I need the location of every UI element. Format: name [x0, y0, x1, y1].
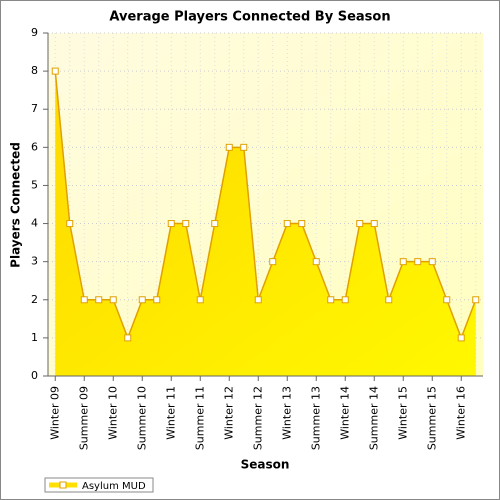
x-tick-label: Winter 12: [222, 386, 235, 440]
x-tick-label: Summer 14: [367, 386, 380, 450]
marker: [211, 220, 219, 228]
y-tick-label: 0: [31, 369, 38, 382]
y-tick-label: 5: [31, 178, 38, 191]
x-tick-label: Summer 10: [135, 386, 148, 450]
marker: [196, 296, 204, 304]
marker: [80, 296, 88, 304]
x-tick-label: Summer 12: [251, 386, 264, 450]
marker: [95, 296, 103, 304]
x-tick-label: Winter 13: [280, 386, 293, 440]
area-fill: [55, 71, 476, 376]
y-axis-title: Players Connected: [9, 142, 23, 268]
y-tick-label: 7: [31, 102, 38, 115]
marker: [225, 143, 233, 151]
x-tick-label: Summer 09: [77, 386, 90, 450]
y-tick-label: 1: [31, 331, 38, 344]
chart-title: Average Players Connected By Season: [109, 10, 390, 25]
y-tick-label: 4: [31, 217, 38, 230]
marker: [138, 296, 146, 304]
y-tick-label: 6: [31, 140, 38, 153]
legend-label: Asylum MUD: [82, 481, 146, 492]
x-tick-label: Winter 16: [454, 386, 467, 440]
marker: [254, 296, 262, 304]
x-tick-label: Winter 11: [164, 386, 177, 440]
marker: [312, 258, 320, 266]
marker: [356, 220, 364, 228]
legend-marker: [59, 481, 67, 489]
marker: [327, 296, 335, 304]
marker: [124, 334, 132, 342]
marker: [443, 296, 451, 304]
legend: Asylum MUD: [44, 477, 154, 493]
marker: [66, 220, 74, 228]
marker: [182, 220, 190, 228]
marker: [399, 258, 407, 266]
x-tick-label: Winter 10: [106, 386, 119, 440]
legend-box: [44, 477, 154, 493]
marker: [428, 258, 436, 266]
marker: [298, 220, 306, 228]
marker: [240, 143, 248, 151]
marker: [269, 258, 277, 266]
marker: [153, 296, 161, 304]
x-tick-label: Winter 09: [48, 386, 61, 440]
x-tick-label: Winter 14: [338, 386, 351, 440]
marker: [109, 296, 117, 304]
marker: [457, 334, 465, 342]
marker: [283, 220, 291, 228]
marker: [51, 67, 59, 75]
x-tick-label: Winter 15: [396, 386, 409, 440]
marker: [341, 296, 349, 304]
marker: [167, 220, 175, 228]
x-axis-title: Season: [241, 458, 290, 472]
x-tick-label: Summer 15: [425, 386, 438, 450]
y-tick-label: 9: [31, 26, 38, 39]
marker: [370, 220, 378, 228]
y-tick-label: 2: [31, 293, 38, 306]
x-tick-label: Summer 11: [193, 386, 206, 450]
marker: [414, 258, 422, 266]
y-tick-label: 3: [31, 255, 38, 268]
marker: [472, 296, 480, 304]
x-tick-label: Summer 13: [309, 386, 322, 450]
y-tick-label: 8: [31, 64, 38, 77]
marker: [385, 296, 393, 304]
